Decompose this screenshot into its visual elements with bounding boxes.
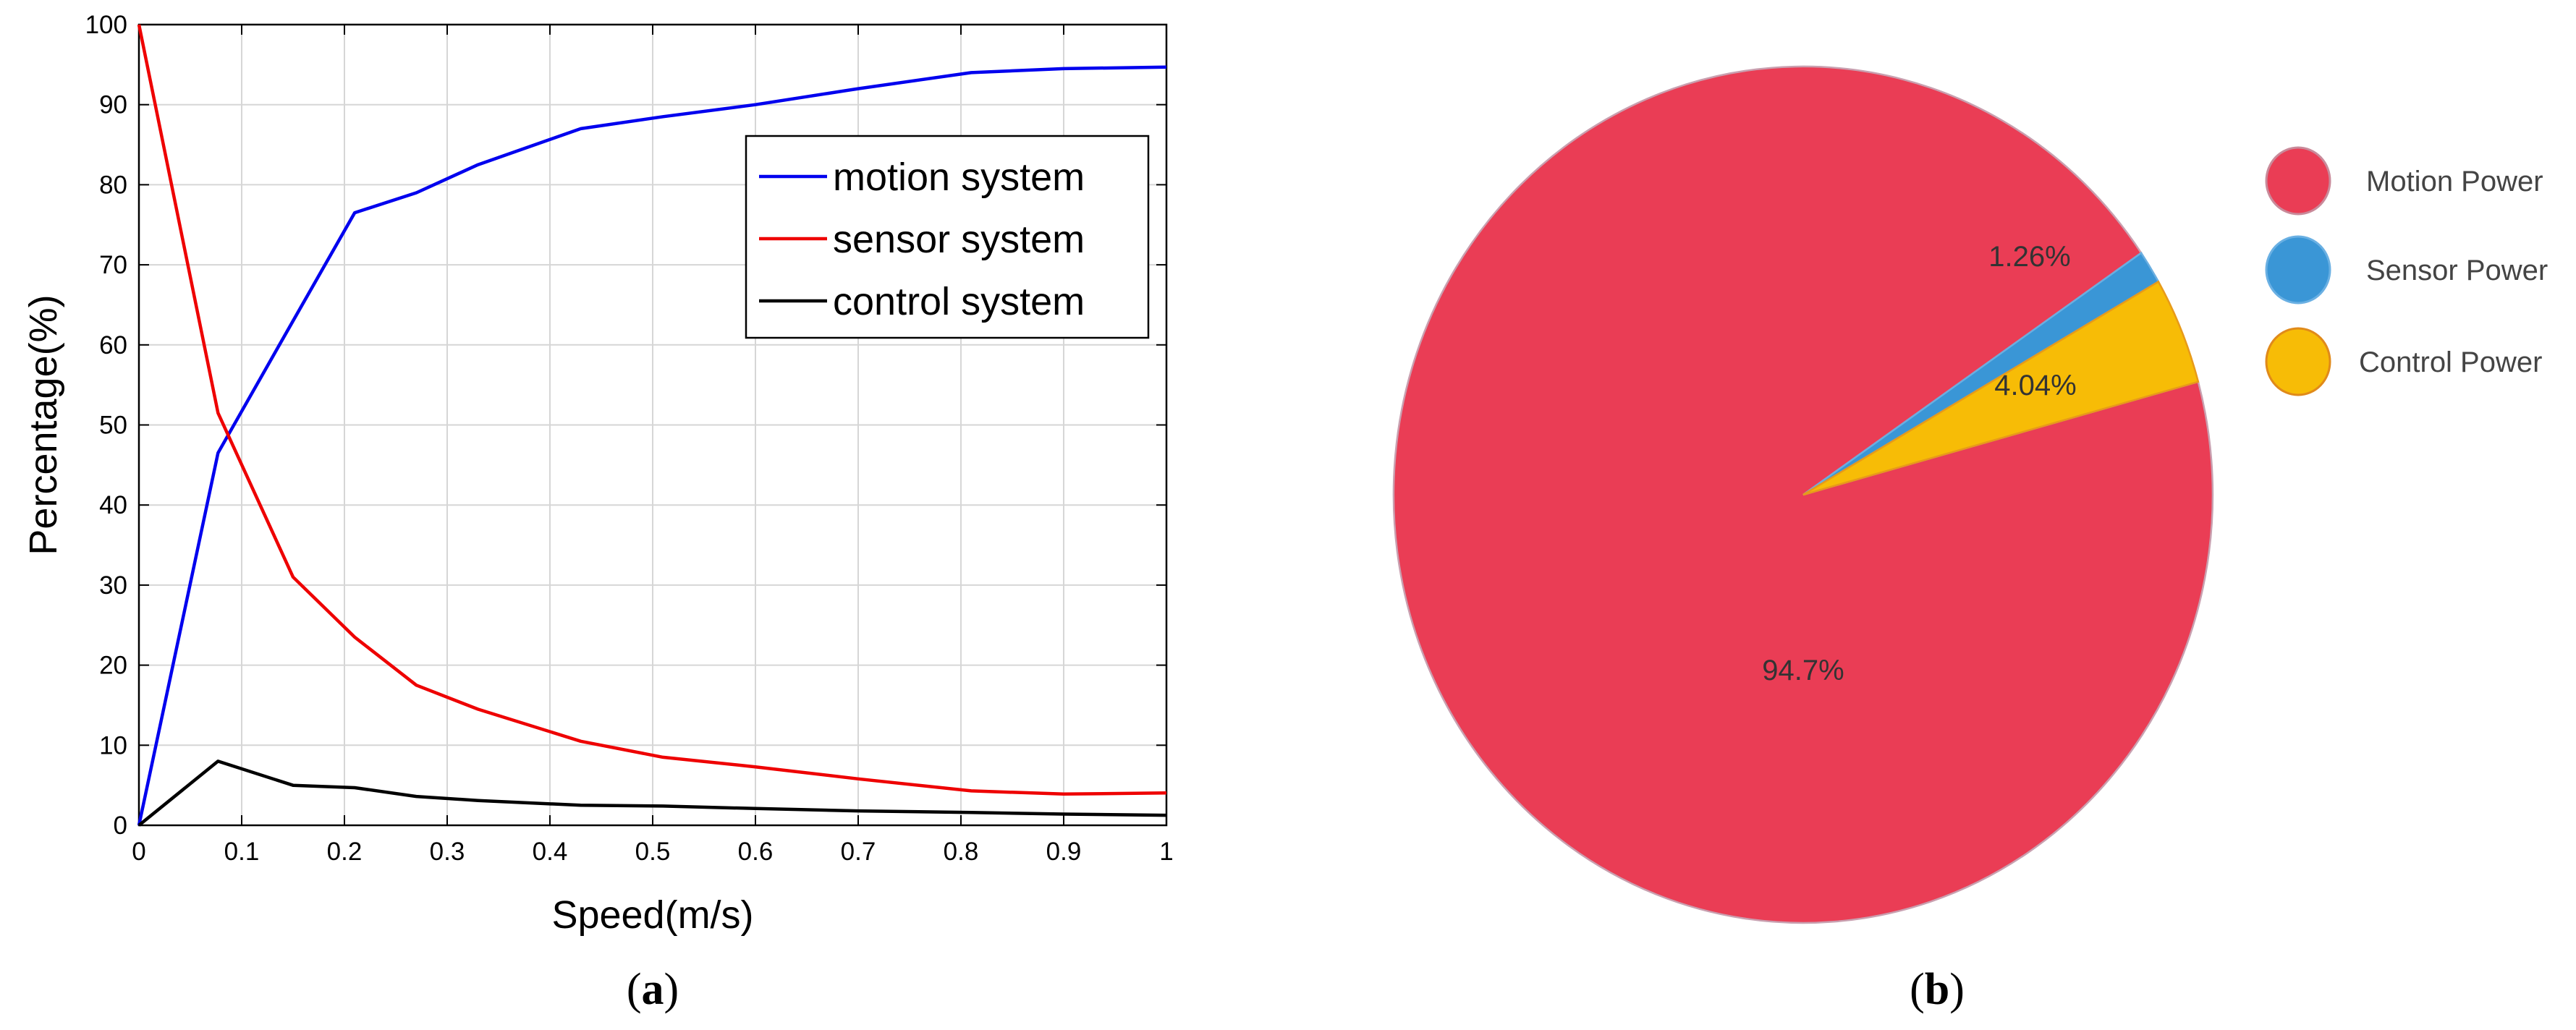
y-tick-label: 60: [99, 331, 127, 359]
x-tick-label: 0: [132, 838, 145, 866]
caption-a: (a): [627, 965, 679, 1014]
x-tick-label: 0.1: [224, 838, 260, 866]
y-tick-label: 50: [99, 412, 127, 440]
legend-box: [745, 135, 1150, 339]
series-line-motion-system: [137, 65, 1167, 826]
x-tick-label: 0.7: [841, 838, 876, 866]
caption-b: (b): [1910, 965, 1965, 1014]
y-tick-label: 40: [99, 491, 127, 519]
y-tick-label: 20: [99, 652, 127, 680]
caption-a-letter: a: [642, 965, 664, 1014]
x-tick-label: 0.5: [635, 838, 671, 866]
y-tick-label: 70: [99, 251, 127, 279]
legend-label: motion system: [833, 156, 1085, 199]
caption-b-letter: b: [1925, 965, 1949, 1014]
x-tick-label: 0.3: [430, 838, 465, 866]
x-tick-label: 1: [1159, 838, 1173, 866]
pie-chart: 94.7% 1.26% 4.04% Motion Power Sensor Power…: [1392, 65, 2548, 1014]
pie-slice-label: 94.7%: [1762, 655, 1844, 686]
pie-legend-swatch: [2265, 235, 2331, 305]
y-tick-label: 80: [99, 171, 127, 199]
line-chart: 0 0.1 0.2 0.3 0.4 0.5 0.6 0.7 0.8 0.9 101020304050…: [22, 11, 1174, 1014]
series-line-control-system: [137, 759, 1167, 827]
pie-slice-control-power: [1802, 280, 2200, 496]
pie-legend-label: Sensor Power: [2366, 255, 2548, 286]
pie-slices: [1392, 65, 2214, 924]
pie-legend-swatch: [2265, 146, 2331, 216]
y-tick-label: 30: [99, 571, 127, 600]
y-tick-label: 90: [99, 91, 127, 119]
y-tick-label: 100: [85, 11, 127, 39]
x-tick-label: 0.4: [533, 838, 568, 866]
pie-slice-label: 4.04%: [1994, 370, 2076, 401]
pie-legend-label: Control Power: [2359, 346, 2542, 378]
y-axis-label: Percentage(%): [22, 294, 65, 555]
y-tick-label: 10: [99, 731, 127, 759]
pie-legend-label: Motion Power: [2366, 166, 2543, 197]
pie-legend: Motion Power Sensor Power Control Power: [2265, 146, 2548, 396]
series-lines: [137, 24, 1167, 827]
y-tick-label: 0: [114, 812, 127, 840]
x-tick-label: 0.2: [327, 838, 363, 866]
pie-legend-swatch: [2265, 327, 2331, 396]
pie-labels: 94.7% 1.26% 4.04%: [1762, 241, 2076, 686]
x-tick-label: 0.8: [944, 838, 979, 866]
x-axis-label: Speed(m/s): [551, 893, 753, 937]
legend-label: control system: [833, 280, 1085, 323]
axis-ticks: 0 0.1 0.2 0.3 0.4 0.5 0.6 0.7 0.8 0.9 101020304050…: [85, 11, 1174, 866]
series-line-sensor-system: [137, 24, 1167, 796]
x-tick-label: 0.6: [738, 838, 774, 866]
legend-label: sensor system: [833, 218, 1085, 261]
pie-slice-label: 1.26%: [1988, 241, 2070, 273]
x-tick-label: 0.9: [1046, 838, 1082, 866]
legend: motion system sensor system control system: [745, 135, 1150, 339]
